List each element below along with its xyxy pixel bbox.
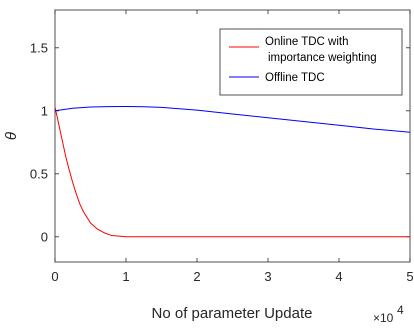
x-tick-label: 5 xyxy=(406,269,413,284)
y-axis-label: θ xyxy=(3,132,20,140)
series-layer xyxy=(54,106,411,238)
x-multiplier-base: ×10 xyxy=(373,311,394,325)
x-axis-label: No of parameter Update xyxy=(152,305,313,322)
y-tick-label: 0.5 xyxy=(30,166,48,181)
series-line-1 xyxy=(54,106,411,133)
x-tick-label: 0 xyxy=(51,269,58,284)
axis-ticks: 0 1 2 3 4 5 0 0.5 1 1.5 xyxy=(30,10,414,284)
x-tick-label: 1 xyxy=(122,269,129,284)
x-tick-label: 2 xyxy=(193,269,200,284)
x-multiplier: ×10 4 xyxy=(373,303,404,325)
x-multiplier-exponent: 4 xyxy=(397,303,404,317)
y-tick-label: 1.5 xyxy=(30,40,48,55)
legend-label-online-line1: Online TDC with xyxy=(265,36,349,48)
legend-label-offline: Offline TDC xyxy=(265,72,325,84)
legend-box xyxy=(219,28,403,96)
series-line-0 xyxy=(54,106,410,238)
legend-label-online-line2: importance weighting xyxy=(268,52,377,64)
x-tick-label: 3 xyxy=(264,269,271,284)
y-tick-label: 0 xyxy=(41,229,48,244)
x-tick-label: 4 xyxy=(335,269,342,284)
y-tick-label: 1 xyxy=(41,103,48,118)
legend: Online TDC with importance weighting Off… xyxy=(219,28,403,96)
